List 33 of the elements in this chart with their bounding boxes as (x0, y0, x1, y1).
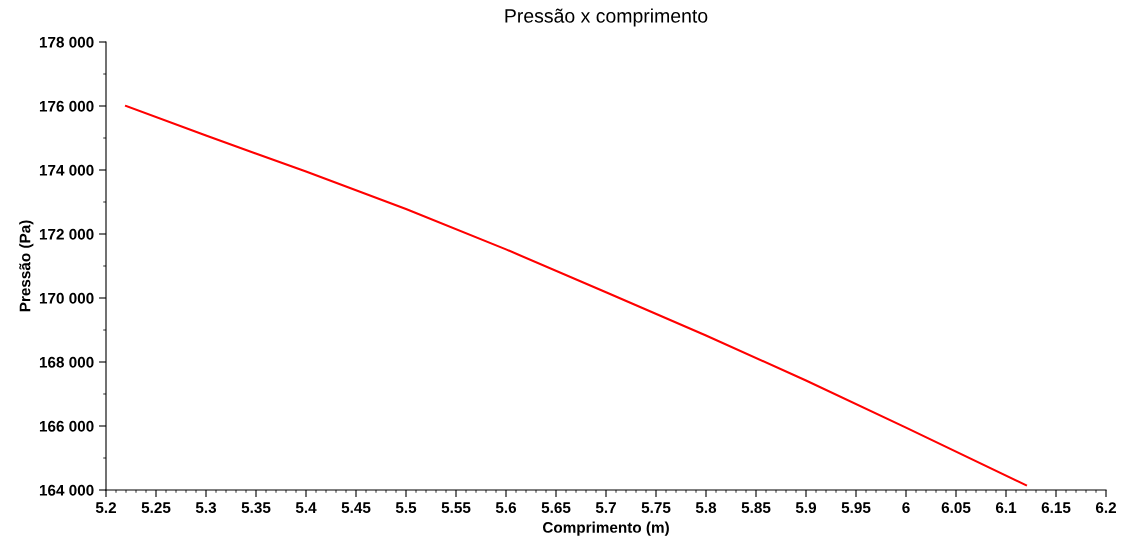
y-tick-label: 168 000 (39, 356, 94, 368)
x-tick-label: 5.4 (295, 502, 317, 514)
y-tick-label: 176 000 (39, 100, 94, 112)
x-tick-label: 5.75 (641, 502, 671, 514)
x-tick-label: 6 (902, 502, 910, 514)
x-tick-label: 6.15 (1041, 502, 1071, 514)
x-tick-label: 5.35 (241, 502, 271, 514)
line-series (124, 104, 1028, 487)
x-tick-label: 5.6 (495, 502, 517, 514)
x-tick-label: 5.65 (541, 502, 571, 514)
x-tick-label: 5.7 (595, 502, 616, 514)
y-tick-label: 170 000 (39, 292, 94, 304)
x-tick-label: 6.2 (1095, 502, 1117, 514)
x-tick-label: 5.9 (795, 502, 817, 514)
x-tick-label: 5.2 (95, 502, 117, 514)
x-tick-label: 5.95 (841, 502, 871, 514)
x-tick-label: 5.85 (741, 502, 771, 514)
y-tick-label: 172 000 (39, 228, 94, 240)
chart-title: Pressão x comprimento (505, 8, 708, 27)
x-tick-label: 5.5 (395, 502, 417, 514)
x-tick-label: 5.45 (341, 502, 371, 514)
x-tick-label: 5.55 (441, 502, 471, 514)
y-tick-label: 166 000 (39, 420, 94, 432)
x-axis-title: Comprimento (m) (542, 521, 669, 536)
y-tick-label: 178 000 (39, 36, 94, 48)
y-axis-title: Pressão (Pa) (19, 220, 34, 312)
x-tick-label: 5.3 (195, 502, 217, 514)
y-tick-label: 164 000 (39, 484, 94, 496)
y-tick-label: 174 000 (39, 164, 94, 176)
x-tick-label: 6.1 (995, 502, 1017, 514)
x-tick-label: 6.05 (941, 502, 971, 514)
x-tick-label: 5.25 (141, 502, 171, 514)
x-tick-label: 5.8 (695, 502, 717, 514)
